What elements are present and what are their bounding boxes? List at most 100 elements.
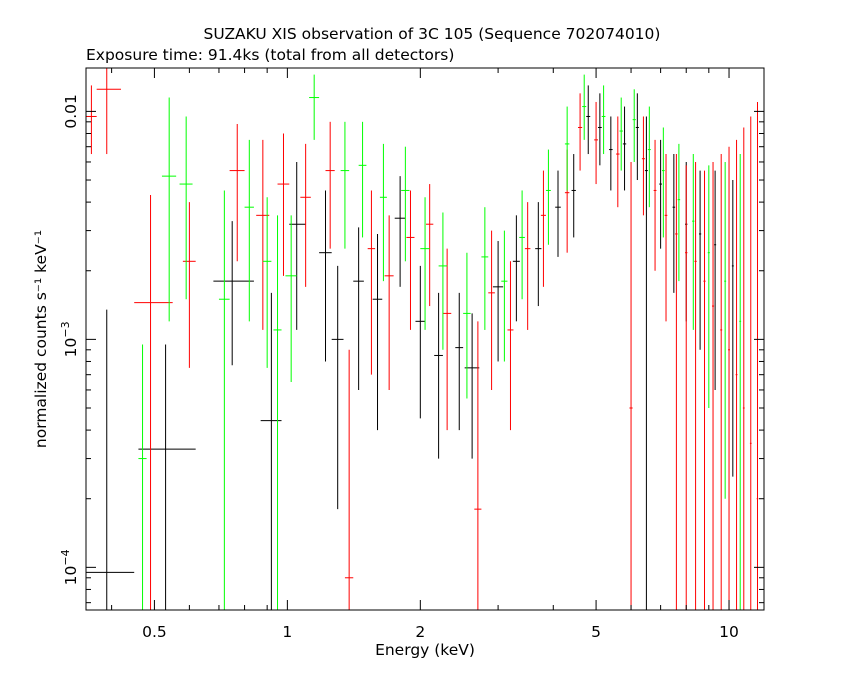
data-point [582,74,587,140]
data-point [434,292,443,459]
data-point [353,227,364,390]
series-1 [86,68,759,610]
data-point [629,161,633,610]
data-point [260,292,282,610]
data-point [632,89,636,162]
data-point [481,207,489,330]
data-point [677,143,681,282]
data-point [694,161,697,610]
x-tick-label: 0.5 [142,623,167,641]
data-point [401,146,410,262]
data-point [394,176,406,287]
data-point [601,85,606,155]
data-point [358,121,367,238]
x-tick-label: 10 [719,623,739,641]
y-axis-label: normalized counts s⁻¹ keV⁻¹ [32,230,50,448]
data-point [138,344,147,610]
data-point [714,170,717,390]
data-point [597,93,602,166]
data-point [653,139,657,271]
data-point [244,139,254,322]
data-point [182,202,196,368]
data-point [289,161,306,330]
data-point [340,121,350,249]
data-point [664,154,668,322]
data-point [675,154,678,610]
data-point [720,154,723,610]
x-axis-label: Energy (keV) [375,641,475,659]
data-point [501,230,508,362]
data-point [571,154,576,238]
data-point [622,106,627,191]
data-point [735,139,738,610]
data-point [641,116,645,216]
data-point [325,121,335,249]
y-tick-label: 10−3 [59,321,80,357]
data-point [138,344,196,610]
chart-subtitle: Exposure time: 91.4ks (total from all de… [86,46,454,64]
data-point [692,154,695,330]
data-point [463,252,471,399]
data-point [749,116,752,610]
data-point [420,197,430,330]
data-point [379,143,387,282]
data-point [319,190,332,362]
data-point [262,197,272,368]
x-tick-label: 2 [415,623,425,641]
data-point [703,170,706,610]
data-point [86,309,135,610]
series-2 [138,74,742,610]
data-point [218,190,230,610]
data-point [406,190,415,330]
data-point [739,154,742,610]
plot-area [86,68,759,610]
data-point [86,85,97,155]
data-point [540,170,546,287]
data-point [659,139,662,249]
data-point [711,161,715,610]
data-point [644,116,648,610]
y-tick-label: 0.01 [62,94,80,129]
data-point [742,127,745,610]
series-0 [86,85,734,610]
data-point [492,241,504,362]
data-point [724,161,727,499]
data-point [372,233,383,431]
axes-frame [85,67,765,611]
data-point [474,321,482,610]
data-point [731,180,734,477]
data-point [96,68,121,155]
data-point [367,190,376,375]
data-point [555,170,561,257]
data-point [586,85,591,155]
data-point [438,212,448,350]
data-point [512,215,520,322]
data-point [619,97,623,171]
data-point [535,202,542,307]
data-point [672,154,676,293]
data-point [545,149,551,245]
data-point [661,127,665,238]
data-point [425,184,434,307]
data-point [213,221,254,366]
data-point [442,248,452,431]
data-point [415,265,426,419]
data-point [698,170,702,350]
data-point [384,215,394,390]
data-point [507,261,514,431]
data-point [564,106,570,191]
data-point [331,265,344,510]
data-point [616,116,620,208]
data-point [229,124,245,262]
data-point [519,190,525,300]
data-point [309,74,320,140]
data-point [273,215,282,610]
chart-title: SUZAKU XIS observation of 3C 105 (Sequen… [204,25,661,43]
data-point [728,146,730,610]
data-point [594,101,598,185]
data-point [685,165,688,610]
data-point [285,215,297,383]
data-point [179,116,193,300]
data-point [635,93,639,181]
